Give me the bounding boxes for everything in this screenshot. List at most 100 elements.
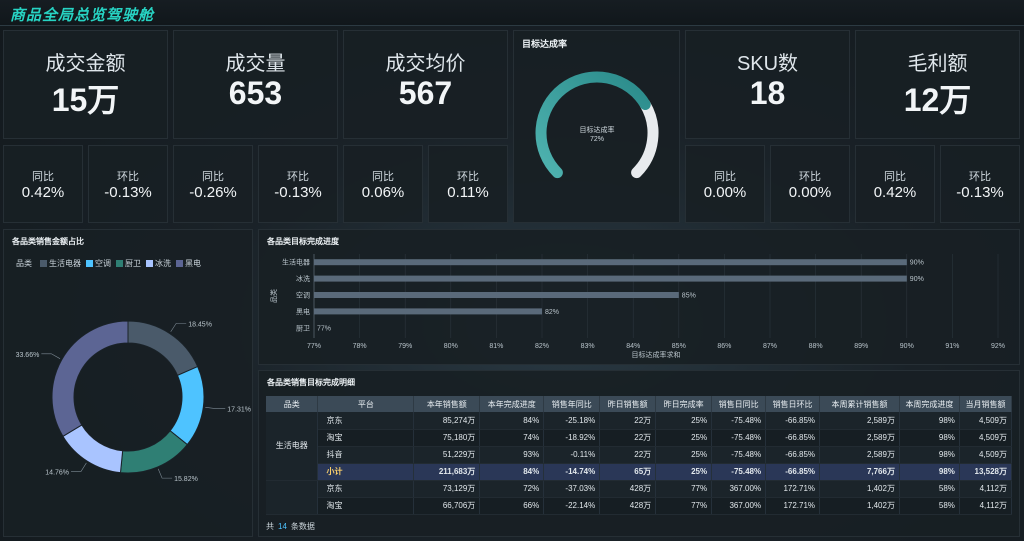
column-header[interactable]: 平台 — [317, 396, 415, 412]
cmp-label: 环比 — [287, 171, 309, 183]
table-cell: -66.85% — [765, 412, 821, 430]
column-header[interactable]: 销售日环比 — [765, 396, 821, 412]
table-cell: 98% — [899, 446, 960, 464]
column-header[interactable]: 本年销售额 — [413, 396, 481, 412]
column-header[interactable]: 本周完成进度 — [899, 396, 960, 412]
table-cell: 428万 — [599, 480, 657, 498]
table-cell: 4,112万 — [959, 497, 1013, 515]
table-cell: -0.11% — [543, 446, 601, 464]
table-cell: 72% — [479, 480, 545, 498]
pie-title: 各品类销售金额占比 — [12, 237, 84, 246]
column-header[interactable]: 销售日同比 — [711, 396, 767, 412]
x-tick-label: 86% — [717, 343, 731, 350]
table-cell: 93% — [479, 446, 545, 464]
cmp-card: 同比 0.42% — [3, 145, 83, 223]
slice-leader — [157, 468, 173, 479]
legend-item[interactable]: 黑电 — [176, 258, 201, 269]
gauge-track — [631, 98, 659, 179]
x-tick-label: 90% — [900, 343, 914, 350]
footer-count: 14 — [278, 522, 287, 531]
donut-slice[interactable] — [62, 424, 124, 474]
cmp-value: 0.42% — [21, 184, 65, 201]
x-tick-label: 81% — [489, 343, 503, 350]
kpi-label: 成交量 — [225, 53, 286, 75]
legend-swatch — [116, 260, 123, 267]
pie-legend: 品类 生活电器 空调 厨卫 冰洗 黑电 — [16, 258, 201, 269]
y-tick-label: 空调 — [296, 291, 310, 300]
x-tick-label: 89% — [854, 343, 868, 350]
kpi-card-gross-profit: 毛利额 12万 — [855, 30, 1020, 139]
cmp-card: 同比 0.00% — [685, 145, 765, 223]
column-header[interactable]: 本年完成进度 — [479, 396, 545, 412]
slice-label: 14.76% — [45, 469, 69, 476]
table-cell: 98% — [899, 463, 960, 481]
table-title: 各品类销售目标完成明细 — [267, 378, 355, 387]
cmp-label: 同比 — [714, 171, 736, 183]
x-tick-label: 83% — [581, 343, 595, 350]
table-cell: 77% — [655, 480, 713, 498]
x-tick-label: 88% — [809, 343, 823, 350]
table-cell: 65万 — [599, 463, 657, 481]
table-cell: 2,589万 — [819, 429, 900, 447]
bar[interactable] — [314, 275, 907, 282]
cmp-value: -0.13% — [956, 184, 1004, 201]
table-cell: 淘宝 — [317, 429, 415, 447]
table-row[interactable]: 京东 73,129万 72% -37.03% 428万 77% 367.00% 172.71%… — [266, 480, 1013, 515]
table-row[interactable]: 抖音 51,229万 93% -0.11% 22万 25% -75.48% -66.85% 2,… — [266, 446, 1013, 464]
gauge-card: 目标达成率 目标达成率 72% — [513, 30, 680, 223]
bar[interactable] — [314, 292, 679, 298]
column-header[interactable]: 昨日完成率 — [655, 396, 713, 412]
y-tick-label: 生活电器 — [282, 258, 310, 267]
table-cell: 25% — [655, 463, 713, 481]
table-cell: 74% — [479, 429, 545, 447]
kpi-value: 15万 — [51, 82, 120, 118]
legend-item[interactable]: 空调 — [86, 258, 111, 269]
table-row[interactable]: 淘宝 75,180万 74% -18.92% 22万 25% -75.48% -66.85% 2… — [266, 429, 1013, 447]
legend-item[interactable]: 生活电器 — [40, 258, 81, 269]
legend-item[interactable]: 厨卫 — [116, 258, 141, 269]
donut-slice[interactable] — [127, 320, 199, 377]
table-cell: -66.85% — [765, 463, 821, 481]
donut-chart: 18.45% 17.31% 15.82% 14.76% 33.66% — [16, 320, 251, 483]
x-axis-label: 目标达成率求和 — [632, 350, 681, 359]
x-tick-label: 82% — [535, 343, 549, 350]
table-row[interactable]: 小计 211,683万 84% -14.74% 65万 25% -75.48% -66.85%… — [266, 463, 1013, 481]
legend-label: 厨卫 — [125, 259, 141, 268]
column-header[interactable]: 本周累计销售额 — [819, 396, 900, 412]
table-cell: 84% — [479, 412, 545, 430]
table-header-row: 品类 平台 本年销售额 本年完成进度 销售年同比 昨日销售额 昨日完成率 销售日同比 销售日环比… — [266, 396, 1013, 412]
column-header[interactable]: 昨日销售额 — [599, 396, 657, 412]
legend-swatch — [176, 260, 183, 267]
kpi-value: 567 — [398, 75, 453, 111]
table-cell: 428万 — [599, 497, 657, 515]
kpi-label: 成交金额 — [45, 53, 126, 75]
table-cell: 211,683万 — [413, 463, 481, 481]
table-cell: -75.48% — [711, 429, 767, 447]
kpi-card-avg-price: 成交均价 567 — [343, 30, 508, 139]
kpi-label: SKU数 — [736, 53, 799, 75]
kpi-value: 653 — [228, 75, 283, 111]
category-cell: 生活电器 — [266, 412, 319, 481]
table-cell: 172.71% — [765, 497, 821, 515]
cmp-value: -0.26% — [189, 184, 237, 201]
header-bar: 商品全局总览驾驶舱 — [0, 0, 1024, 26]
column-header[interactable]: 当月销售额 — [959, 396, 1013, 412]
column-header[interactable]: 销售年同比 — [543, 396, 601, 412]
table-cell: 京东 — [317, 412, 415, 430]
table-cell: 25% — [655, 412, 713, 430]
gauge-svg: 目标达成率 72% — [535, 71, 659, 179]
donut-slice[interactable] — [51, 320, 129, 438]
table-cell: 66% — [479, 497, 545, 515]
slice-label: 15.82% — [174, 476, 198, 483]
table-cell: -66.85% — [765, 446, 821, 464]
donut-slice[interactable] — [119, 430, 188, 474]
bar[interactable] — [314, 259, 907, 266]
bar[interactable] — [314, 308, 542, 315]
x-tick-label: 91% — [945, 343, 959, 350]
slice-leader — [41, 353, 61, 359]
table-row[interactable]: 生活电器 京东 85,274万 84% -25.18% 22万 25% -75.48% -66.… — [266, 412, 1013, 481]
donut-slice[interactable] — [169, 365, 205, 446]
table-row[interactable]: 淘宝 66,706万 66% -22.14% 428万 77% 367.00% 172.71%… — [266, 497, 1013, 515]
column-header[interactable]: 品类 — [266, 396, 319, 412]
legend-item[interactable]: 冰洗 — [146, 258, 171, 269]
